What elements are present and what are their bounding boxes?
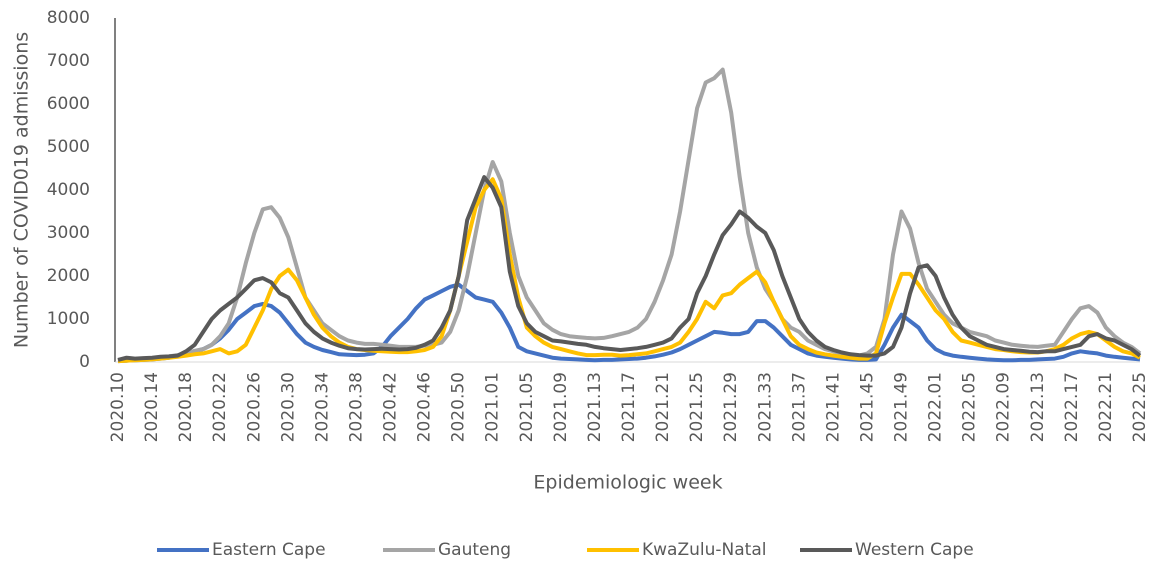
y-tick-label: 7000 xyxy=(47,51,90,71)
x-tick-label: 2020.22 xyxy=(210,372,230,442)
legend-label: Eastern Cape xyxy=(212,540,326,560)
x-tick-label: 2021.17 xyxy=(619,372,639,442)
x-tick-label: 2021.33 xyxy=(755,372,775,442)
x-tick-label: 2021.45 xyxy=(857,372,877,442)
y-tick-label: 8000 xyxy=(47,8,90,28)
x-tick-label: 2022.25 xyxy=(1130,372,1150,442)
y-tick-label: 5000 xyxy=(47,137,90,157)
x-tick-label: 2020.14 xyxy=(142,372,162,442)
y-tick-label: 0 xyxy=(79,352,90,372)
x-tick-label: 2022.13 xyxy=(1028,372,1048,442)
y-axis-title: Number of COVID019 admissions xyxy=(11,32,33,348)
legend-label: KwaZulu-Natal xyxy=(642,540,766,560)
x-tick-label: 2020.38 xyxy=(346,372,366,442)
series-line xyxy=(117,175,1142,362)
x-tick-label: 2021.37 xyxy=(789,372,809,442)
x-tick-label: 2020.50 xyxy=(449,372,469,442)
series-line xyxy=(117,67,1142,363)
x-tick-label: 2021.01 xyxy=(483,372,503,442)
x-tick-label: 2022.21 xyxy=(1096,372,1116,442)
y-tick-label: 1000 xyxy=(47,309,90,329)
y-tick-label: 6000 xyxy=(47,94,90,114)
x-tick-label: 2022.17 xyxy=(1062,372,1082,442)
series-line xyxy=(117,177,1141,364)
x-tick-label: 2021.09 xyxy=(551,372,571,442)
x-tick-label: 2021.21 xyxy=(653,372,673,442)
x-tick-label: 2021.49 xyxy=(892,372,912,442)
y-tick-label: 3000 xyxy=(47,223,90,243)
x-tick-label: 2020.34 xyxy=(312,372,332,442)
x-tick-label: 2020.10 xyxy=(108,372,128,442)
series-line xyxy=(117,282,1141,364)
x-tick-label: 2020.42 xyxy=(381,372,401,442)
x-tick-label: 2021.41 xyxy=(823,372,843,442)
x-tick-label: 2020.26 xyxy=(244,372,264,442)
y-tick-label: 4000 xyxy=(47,180,90,200)
x-axis-title: Epidemiologic week xyxy=(533,472,722,494)
legend-label: Gauteng xyxy=(438,540,511,560)
x-tick-label: 2020.18 xyxy=(176,372,196,442)
x-tick-label: 2021.05 xyxy=(517,372,537,442)
x-tick-label: 2021.25 xyxy=(687,372,707,442)
y-tick-label: 2000 xyxy=(47,266,90,286)
x-tick-label: 2020.46 xyxy=(415,372,435,442)
x-tick-label: 2021.29 xyxy=(721,372,741,442)
x-tick-label: 2021.13 xyxy=(585,372,605,442)
x-tick-label: 2022.01 xyxy=(926,372,946,442)
x-tick-label: 2022.09 xyxy=(994,372,1014,442)
legend-label: Western Cape xyxy=(855,540,974,560)
x-tick-label: 2020.30 xyxy=(278,372,298,442)
x-tick-label: 2022.05 xyxy=(960,372,980,442)
